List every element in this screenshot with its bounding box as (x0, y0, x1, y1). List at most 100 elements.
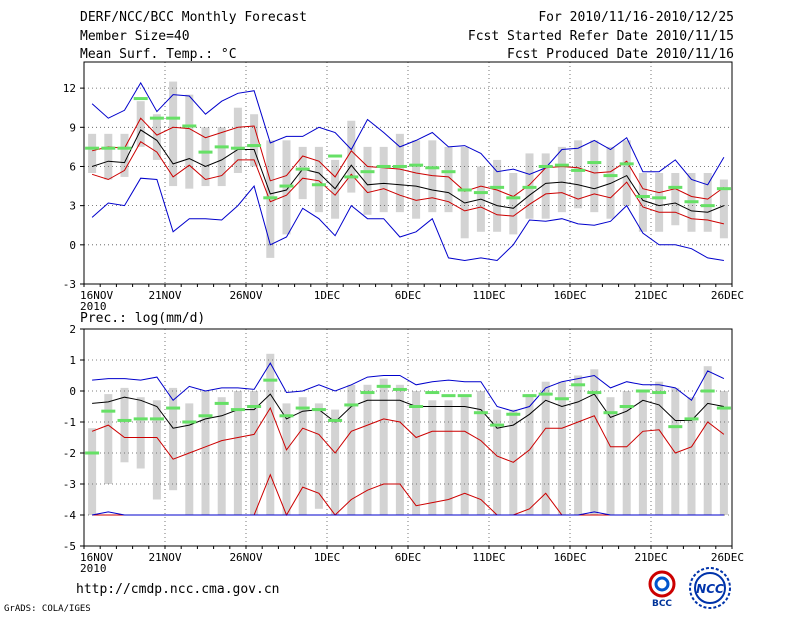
ensemble-marker (392, 164, 407, 168)
ensemble-marker (619, 405, 634, 408)
spread-bar (363, 146, 372, 215)
spread-bar (395, 384, 404, 515)
ensemble-marker (619, 162, 634, 166)
ensemble-marker (506, 196, 521, 200)
spread-bar (395, 133, 404, 213)
ensemble-marker (700, 389, 715, 393)
ensemble-marker (263, 196, 278, 200)
x-tick-label: 16NOV (80, 289, 113, 302)
variable-label: Mean Surf. Temp.: °C (80, 47, 237, 62)
spread-bar (169, 81, 178, 187)
ensemble-marker (360, 170, 375, 174)
spread-bar (136, 397, 145, 469)
min-line (91, 406, 725, 463)
spread-bar (557, 146, 566, 213)
ensemble-marker (149, 116, 164, 120)
spread-bar (201, 391, 210, 515)
ensemble-marker (214, 401, 229, 405)
ensemble-marker (716, 187, 731, 191)
ensemble-marker (425, 391, 440, 395)
ensemble-marker (247, 405, 262, 408)
ensemble-marker (198, 150, 213, 154)
spread-bar (638, 173, 647, 232)
spread-bar (541, 153, 550, 219)
spread-bar (590, 140, 599, 213)
y-tick-label: -5 (63, 540, 76, 553)
ensemble-marker (522, 185, 537, 189)
spread-bar (671, 387, 680, 515)
spread-bar (444, 400, 453, 515)
ensemble-marker (457, 188, 472, 192)
spread-bar (622, 140, 631, 206)
spread-bar (136, 101, 145, 147)
spread-bar (460, 146, 469, 239)
ensemble-marker (716, 406, 731, 410)
temperature-panel: -3 0 3 6 9 12 16NOV 21NOV 26NOV 1DEC 6DEC 11DEC 16DE… (63, 61, 744, 313)
x-tick-label: 21NOV (148, 551, 181, 564)
spread-bar (444, 146, 453, 213)
y-tick-label: -1 (63, 416, 76, 429)
spread-bar (347, 120, 356, 193)
ensemble-marker (182, 124, 197, 128)
max-line (92, 362, 725, 412)
ensemble-marker (101, 146, 116, 150)
spread-bar (574, 375, 583, 515)
ensemble-marker (198, 414, 213, 418)
ensemble-marker (230, 408, 245, 412)
member-size: Member Size=40 (80, 29, 190, 44)
ensemble-marker (117, 146, 132, 150)
spread-bar (541, 381, 550, 515)
spread-bar (379, 146, 388, 213)
spread-bar (152, 400, 161, 500)
x-tick-label: 1DEC (314, 289, 341, 302)
spread-bar (104, 394, 113, 484)
mean-line (91, 129, 725, 213)
precipitation-panel: -5 -4 -3 -2 -1 0 1 2 16NOV 21NOV 26NOV 1DEC 6DEC 11DE… (63, 311, 744, 575)
spread-bar (428, 400, 437, 515)
ensemble-marker (554, 163, 569, 167)
x-tick-label: 21DEC (634, 551, 667, 564)
spread-bar (493, 409, 502, 515)
spread-bar (606, 146, 615, 219)
ncc-logo-text: NCC (696, 582, 724, 596)
ensemble-marker (409, 163, 424, 167)
spread-bar (428, 140, 437, 213)
spread-bar (314, 403, 323, 509)
spread-bar (88, 133, 97, 173)
spread-bar (250, 114, 259, 167)
spread-bar (201, 127, 210, 187)
ensemble-marker (635, 195, 650, 199)
x-tick-label: 6DEC (395, 289, 422, 302)
ensemble-marker (571, 168, 586, 172)
ensemble-marker (344, 403, 359, 407)
lower-quartile-line (91, 140, 725, 225)
ensemble-marker (490, 185, 505, 189)
spread-bar (703, 366, 712, 515)
ensemble-marker (652, 196, 667, 200)
grads-credit: GrADS: COLA/IGES (4, 604, 91, 614)
ensemble-marker (571, 383, 586, 387)
x-tick-label: 21NOV (148, 289, 181, 302)
spread-bar (622, 391, 631, 515)
spread-bar (671, 173, 680, 226)
spread-bar (169, 387, 178, 491)
spread-bar (557, 381, 566, 515)
source-url[interactable]: http://cmdp.ncc.cma.gov.cn (76, 582, 280, 597)
x-tick-label: 16DEC (553, 551, 586, 564)
ensemble-marker (311, 183, 326, 187)
spread-bar (331, 409, 340, 515)
spread-bar (363, 384, 372, 515)
forecast-period: For 2010/11/16-2010/12/25 (538, 10, 734, 25)
ensemble-marker (635, 389, 650, 393)
ensemble-marker (85, 451, 100, 455)
x-tick-label: 16NOV (80, 551, 113, 564)
spread-bar (233, 391, 242, 515)
spread-bar (719, 179, 728, 239)
spread-bar (574, 140, 583, 209)
ensemble-marker (684, 200, 699, 204)
spread-bar (298, 146, 307, 200)
ensemble-marker (133, 97, 148, 101)
bcc-logo-text: BCC (652, 599, 672, 608)
spread-bar (120, 387, 129, 463)
